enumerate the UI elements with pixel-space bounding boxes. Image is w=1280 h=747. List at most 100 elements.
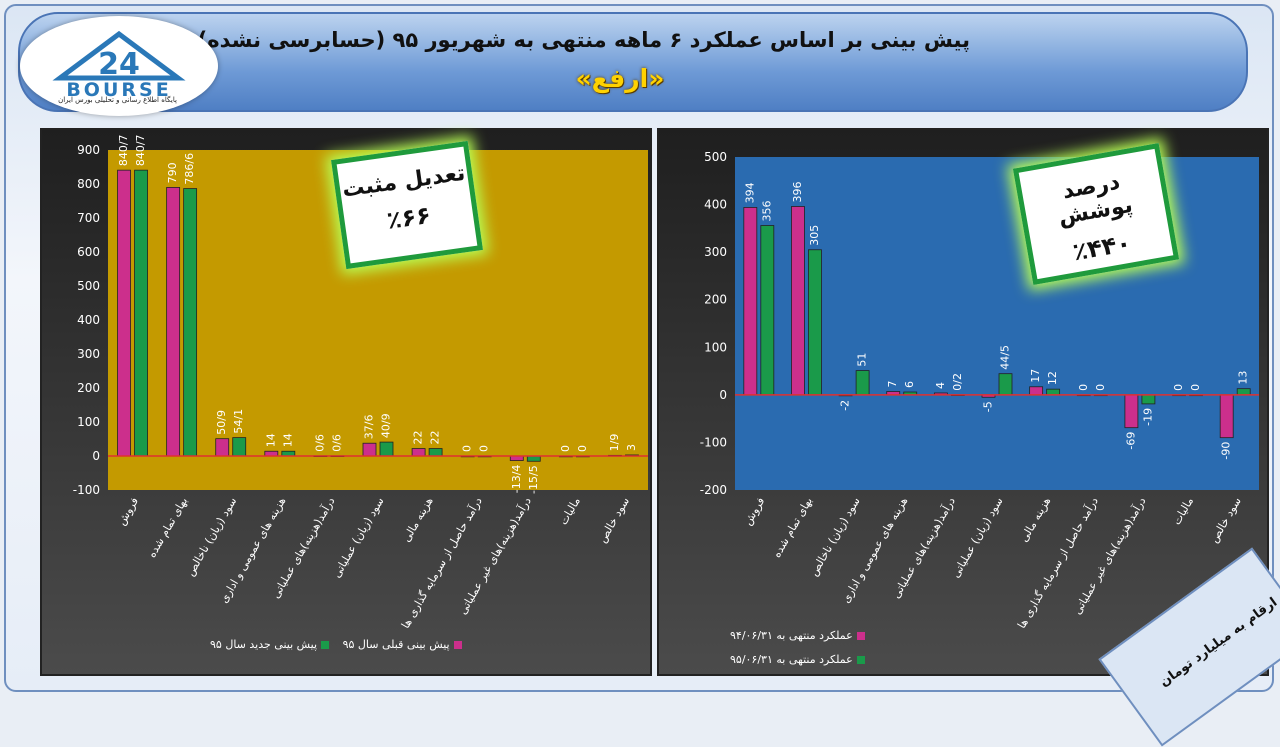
data-label: 0 (576, 445, 589, 452)
data-label: -5 (982, 401, 995, 412)
left-chart-legend: پیش بینی قبلی سال ۹۵ پیش بینی جدید سال ۹… (200, 638, 462, 651)
category-label: مالیات (1170, 495, 1196, 527)
logo-graphic: 24 BOURSE (52, 30, 186, 101)
legend-swatch (856, 632, 865, 640)
logo-number: 24 (98, 47, 140, 82)
data-label: 840/7 (134, 134, 147, 166)
category-label: مالیات (557, 495, 583, 527)
data-label: 13 (1237, 371, 1250, 385)
data-label: 54/1 (232, 409, 245, 434)
category-label: درآمد حاصل از سرمایه گذاری ها (398, 494, 485, 630)
y-tick-label: 500 (704, 150, 727, 164)
right-bar-chart: -200-1000100200300400500394356فروش396305… (700, 150, 1259, 631)
bar (1236, 388, 1251, 396)
bar (1219, 394, 1234, 439)
data-label: 0 (478, 445, 491, 452)
y-tick-label: 100 (704, 340, 727, 354)
legend-item: پیش بینی قبلی سال ۹۵ (343, 638, 462, 651)
legend-item: عملکرد منتهی به ۹۵/۰۶/۳۱ (730, 648, 865, 672)
y-tick-label: 300 (704, 245, 727, 259)
category-label: سود (زیان) عملیاتی (330, 495, 387, 580)
data-label: 6 (903, 381, 916, 388)
data-label: -2 (839, 400, 852, 411)
category-label: سود خالص (596, 495, 632, 545)
data-label: 17 (1029, 369, 1042, 383)
data-label: 22 (412, 431, 425, 445)
data-label: 0 (1172, 384, 1185, 391)
data-label: 356 (760, 201, 773, 222)
data-label: 7 (886, 381, 899, 388)
data-label: -90 (1220, 442, 1233, 460)
y-tick-label: 600 (77, 245, 100, 259)
bar (183, 188, 198, 457)
y-tick-label: 0 (92, 449, 100, 463)
data-label: 0 (1094, 384, 1107, 391)
bar (791, 206, 805, 396)
y-tick-label: 500 (77, 279, 100, 293)
logo: 24 BOURSE (20, 16, 218, 116)
data-label: 0 (559, 445, 572, 452)
bar (760, 225, 775, 396)
data-label: 0 (1189, 384, 1202, 391)
bar (232, 437, 247, 457)
data-label: 44/5 (999, 345, 1012, 370)
data-label: 394 (743, 182, 756, 203)
page-title: پیش بینی بر اساس عملکرد ۶ ماهه منتهی به … (197, 28, 970, 52)
bar (411, 448, 426, 457)
bar (1141, 394, 1156, 405)
bar (1124, 394, 1139, 429)
right-chart-panel: -200 -100 0 100 200 300 400 500 394 356 فروش 396 305… (657, 128, 1269, 676)
y-tick-label: 0 (719, 388, 727, 402)
callout-value: ٪۶۶ (385, 200, 433, 235)
data-label: 50/9 (215, 410, 228, 435)
category-label: هزینه مالی (1017, 495, 1053, 544)
category-label: درآمد حاصل از سرمایه گذاری ها (1014, 494, 1101, 630)
category-label: بهای تمام شده (770, 495, 815, 560)
data-label: 786/6 (183, 153, 196, 185)
legend-item: پیش بینی جدید سال ۹۵ (210, 638, 330, 651)
data-label: -15/5 (527, 465, 540, 494)
data-label: 12 (1046, 371, 1059, 385)
data-label: 305 (808, 225, 821, 246)
header-banner (18, 12, 1248, 112)
data-label: -13/4 (510, 465, 523, 494)
y-tick-label: -100 (73, 483, 100, 497)
y-tick-label: 700 (77, 211, 100, 225)
data-label: 0/6 (313, 434, 326, 452)
category-label: سود (زیان) ناخالص (184, 495, 240, 578)
legend-item: عملکرد منتهی به ۹۴/۰۶/۳۱ (730, 624, 865, 648)
category-label: فروش (741, 495, 767, 528)
category-label: فروش (115, 495, 141, 528)
bar (855, 370, 870, 396)
data-label: 37/6 (363, 415, 376, 440)
positive-adjustment-callout: تعدیل مثبت ٪۶۶ (331, 140, 483, 270)
data-label: 40/9 (380, 413, 393, 438)
bar (808, 249, 822, 396)
bar (428, 448, 443, 457)
bar (215, 438, 230, 457)
data-label: 3 (625, 444, 638, 451)
data-label: 22 (429, 431, 442, 445)
data-label: 396 (791, 181, 804, 202)
legend-label: عملکرد منتهی به ۹۴/۰۶/۳۱ (730, 629, 853, 642)
callout-label: تعدیل مثبت (340, 160, 467, 203)
bar (526, 455, 541, 462)
y-tick-label: 800 (77, 177, 100, 191)
data-label: 0/2 (951, 373, 964, 391)
category-label: هزینه مالی (400, 495, 436, 544)
data-label: 51 (856, 353, 869, 367)
data-label: 14 (281, 433, 294, 447)
category-label: بهای تمام شده (145, 495, 190, 560)
legend-label: پیش بینی قبلی سال ۹۵ (342, 638, 450, 651)
company-symbol: «ارفع» (575, 64, 665, 93)
legend-swatch (321, 641, 330, 649)
bar (166, 187, 181, 457)
data-label: 0 (1077, 384, 1090, 391)
bar (1046, 388, 1061, 396)
data-label: -69 (1124, 432, 1137, 450)
y-tick-label: -100 (700, 435, 727, 449)
y-tick-label: 200 (704, 293, 727, 307)
y-tick-label: 100 (77, 415, 100, 429)
bar (379, 441, 394, 457)
data-label: 790 (166, 162, 179, 183)
